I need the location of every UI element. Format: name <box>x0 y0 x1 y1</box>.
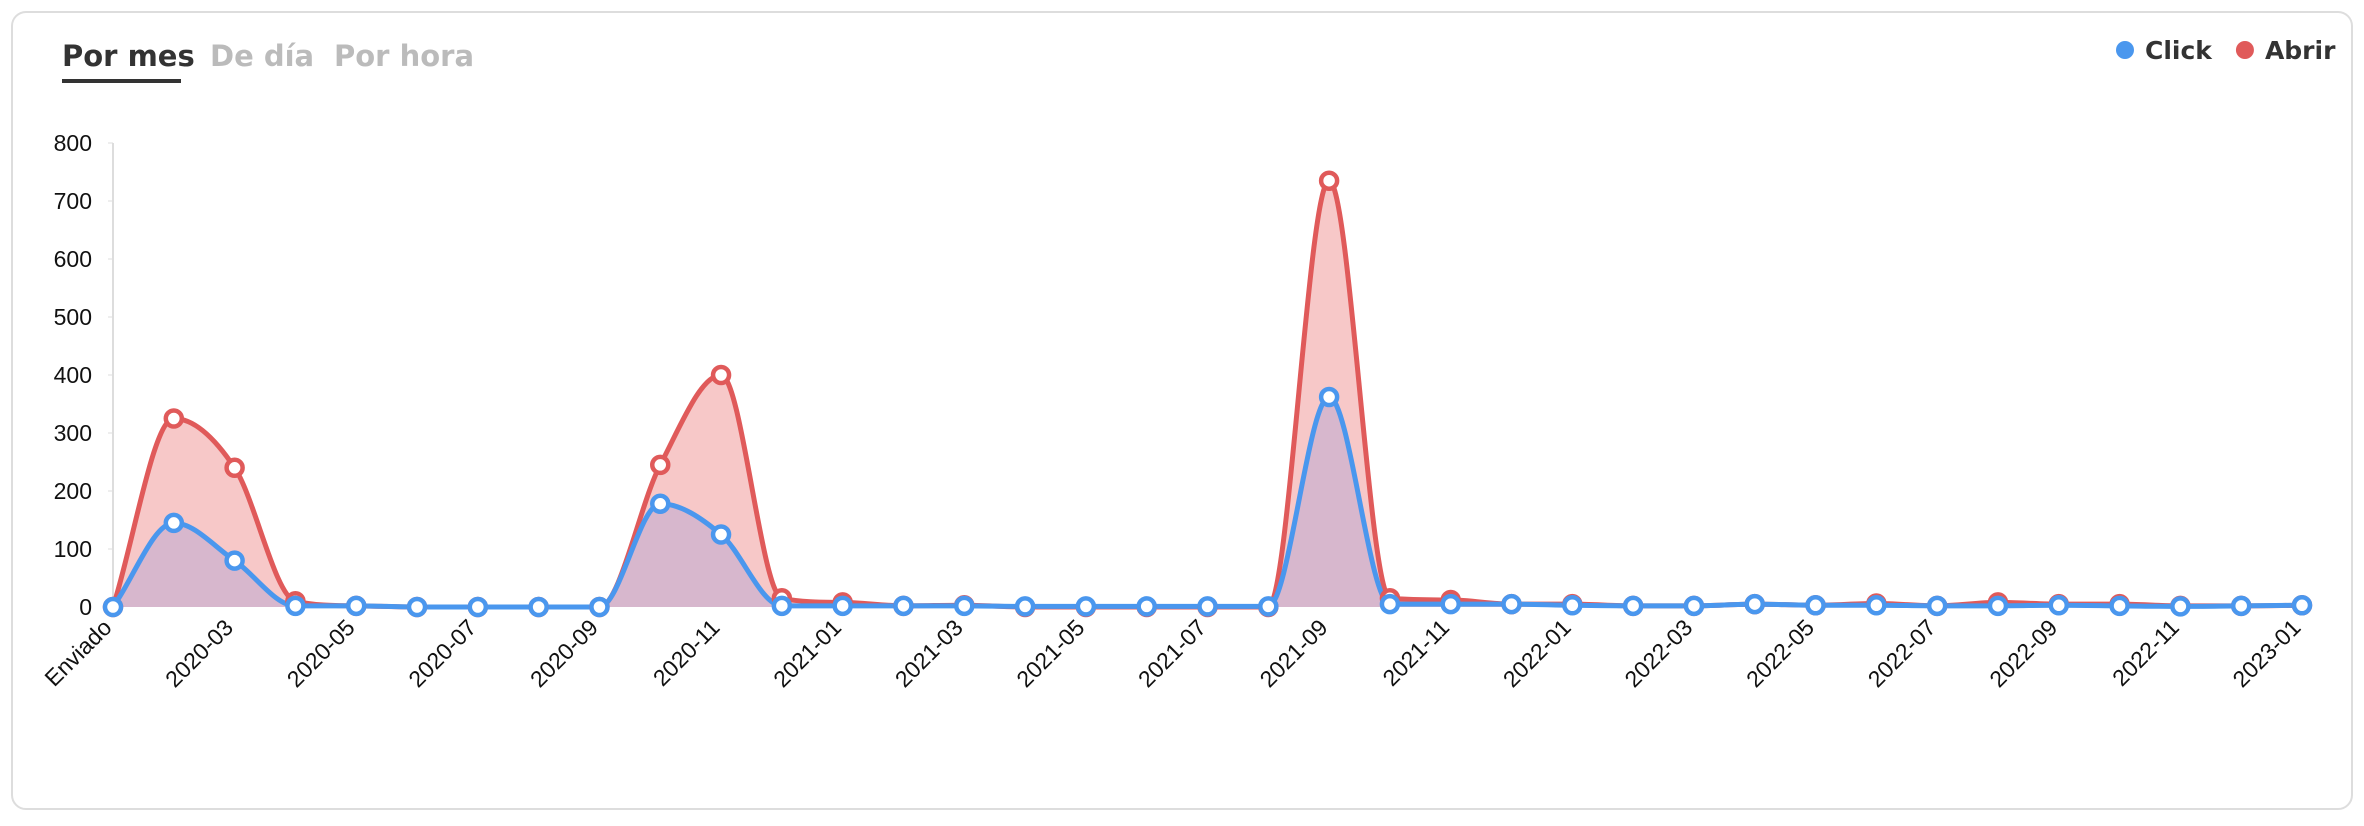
point <box>771 595 793 617</box>
y-tick-label: 300 <box>54 420 92 446</box>
point <box>1440 593 1461 615</box>
point <box>1318 386 1340 408</box>
point <box>163 512 185 534</box>
point <box>224 457 245 479</box>
point <box>2291 595 2313 616</box>
point <box>954 595 975 617</box>
tab-underline <box>62 79 181 83</box>
point <box>832 595 853 617</box>
point <box>1197 596 1218 617</box>
area <box>113 397 2302 607</box>
point <box>1744 593 1765 615</box>
point <box>467 596 489 618</box>
tab-active[interactable]: Por mes <box>62 39 195 73</box>
point <box>589 596 610 618</box>
point <box>1987 595 2009 617</box>
y-tick-label: 400 <box>54 362 92 388</box>
point <box>406 596 428 618</box>
point <box>1258 596 1279 617</box>
point <box>528 596 549 618</box>
point <box>1014 596 1036 617</box>
legend-swatch <box>2235 41 2254 59</box>
point <box>1379 593 1401 615</box>
point <box>1926 595 1948 617</box>
point <box>650 454 671 476</box>
y-tick-label: 200 <box>54 478 92 504</box>
y-tick-label: 700 <box>54 188 92 214</box>
point <box>1318 170 1340 191</box>
point <box>1683 595 1705 617</box>
point <box>163 408 185 429</box>
point <box>2048 595 2070 616</box>
point <box>1136 596 1157 617</box>
point <box>1501 593 1522 615</box>
point <box>2109 595 2130 617</box>
tab[interactable]: De día <box>210 39 314 73</box>
legend-label: Abrir <box>2265 36 2336 65</box>
point <box>1866 595 1887 616</box>
y-tick-label: 0 <box>79 594 92 620</box>
y-tick-label: 600 <box>54 246 92 272</box>
point <box>1805 595 1826 616</box>
point <box>1562 595 1583 616</box>
point <box>224 550 245 571</box>
point <box>650 493 671 515</box>
legend-swatch <box>2116 41 2134 59</box>
point <box>893 595 914 617</box>
point <box>1622 595 1644 617</box>
point <box>2170 596 2191 617</box>
y-tick-label: 500 <box>54 304 92 330</box>
point <box>710 364 732 386</box>
point <box>102 596 124 618</box>
legend-label: Click <box>2145 36 2213 65</box>
point <box>710 524 732 545</box>
point <box>1075 596 1097 617</box>
y-tick-label: 100 <box>54 536 92 562</box>
tab[interactable]: Por hora <box>334 39 474 73</box>
point <box>285 595 306 617</box>
y-tick-label: 800 <box>54 130 92 156</box>
point <box>2230 595 2252 617</box>
point <box>345 595 367 617</box>
